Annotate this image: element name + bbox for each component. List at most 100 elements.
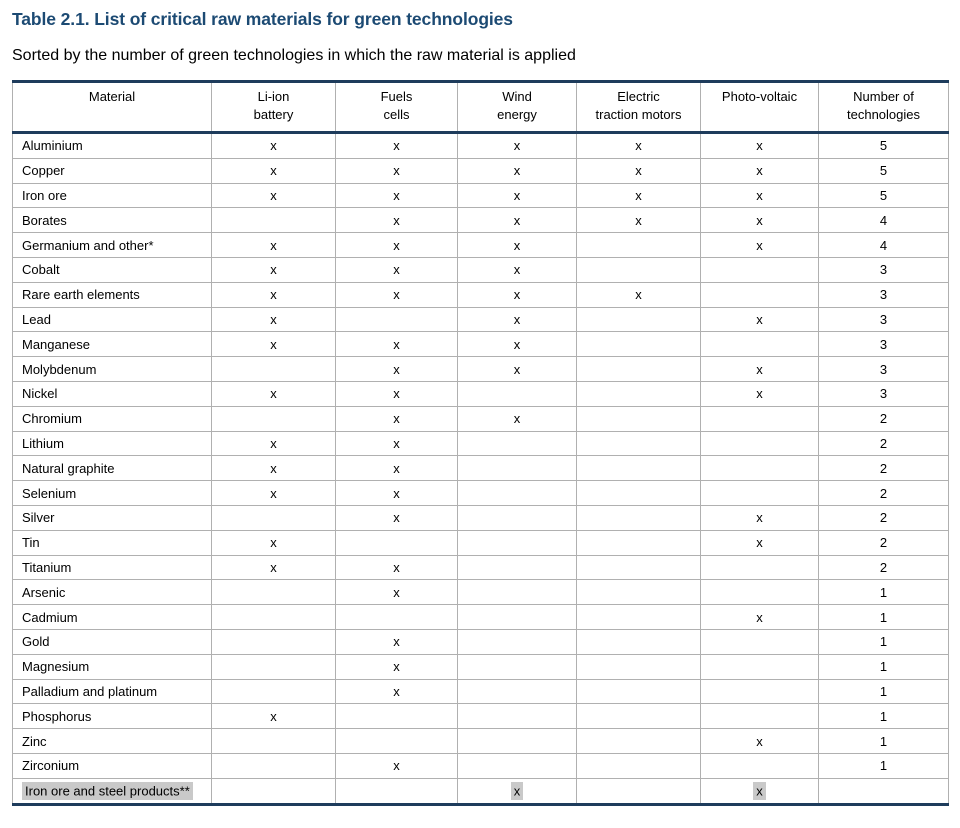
applies-mark-cell: x <box>211 529 336 556</box>
applies-mark-cell: x <box>335 157 458 184</box>
cell-text: Natural graphite <box>22 460 115 476</box>
cell-text: x <box>270 262 277 278</box>
applies-mark-cell <box>457 455 577 481</box>
cell-text: x <box>513 287 521 303</box>
applies-mark-cell: x <box>335 281 458 308</box>
applies-mark-cell <box>576 331 701 357</box>
cell-text: Chromium <box>22 411 82 427</box>
table-row: Gold x 1 <box>12 628 949 655</box>
cell-text: Aluminium <box>22 138 83 154</box>
column-header-2: Fuels cells <box>335 81 458 134</box>
cell-text: x <box>513 262 521 278</box>
applies-mark-cell: x <box>700 207 819 233</box>
applies-mark-cell <box>700 281 819 308</box>
cell-text: x <box>393 336 400 352</box>
applies-mark-cell: x <box>335 628 458 655</box>
cell-text: x <box>393 584 400 600</box>
technology-count-cell: 5 <box>818 132 949 159</box>
cell-text: x <box>513 163 521 179</box>
table-row: Lithium x x 2 <box>12 430 949 456</box>
applies-mark-cell: x <box>335 405 458 432</box>
technology-count-cell: 1 <box>818 678 949 704</box>
table-row: Zirconium x 1 <box>12 752 949 779</box>
applies-mark-cell <box>211 579 336 605</box>
applies-mark-cell <box>576 504 701 531</box>
applies-mark-cell <box>457 430 577 456</box>
cell-text: 3 <box>879 262 888 278</box>
applies-mark-cell: x <box>211 455 336 481</box>
technology-count-cell: 1 <box>818 653 949 680</box>
applies-mark-cell <box>457 628 577 655</box>
applies-mark-cell <box>335 777 458 805</box>
applies-mark-cell <box>576 604 701 630</box>
applies-mark-cell: x <box>576 132 701 159</box>
cell-text: x <box>513 212 521 228</box>
cell-text: x <box>635 287 642 303</box>
cell-text: 2 <box>879 535 888 551</box>
cell-text: x <box>270 336 277 352</box>
applies-mark-cell: x <box>576 157 701 184</box>
material-cell: Lead <box>12 306 212 332</box>
material-cell: Nickel <box>12 380 212 407</box>
table-row: Aluminium x x x x x 5 <box>12 132 949 159</box>
table-row: Iron ore x x x x x 5 <box>12 182 949 208</box>
cell-text: x <box>756 733 763 749</box>
cell-text: x <box>756 311 763 327</box>
material-cell: Iron ore and steel products** <box>12 777 212 805</box>
table-row: Borates x x x x 4 <box>12 207 949 233</box>
table-row: Cadmium x 1 <box>12 604 949 630</box>
cell-text: Copper <box>22 163 65 179</box>
cell-text: x <box>270 163 277 179</box>
table-row: Rare earth elements x x x x 3 <box>12 281 949 308</box>
applies-mark-cell <box>211 728 336 754</box>
applies-mark-cell <box>211 504 336 531</box>
cell-text: x <box>756 237 763 253</box>
applies-mark-cell: x <box>335 331 458 357</box>
cell-text: Cadmium <box>22 609 78 625</box>
applies-mark-cell <box>576 380 701 407</box>
cell-text: 2 <box>879 460 888 476</box>
applies-mark-cell <box>457 529 577 556</box>
technology-count-cell: 2 <box>818 430 949 456</box>
technology-count-cell: 2 <box>818 504 949 531</box>
cell-text: x <box>270 485 277 501</box>
cell-text: x <box>270 435 277 451</box>
cell-text: x <box>756 187 763 203</box>
applies-mark-cell: x <box>211 331 336 357</box>
table-row: Copper x x x x x 5 <box>12 157 949 184</box>
table-title: Table 2.1. List of critical raw material… <box>12 9 513 29</box>
cell-text: Lead <box>22 311 51 327</box>
cell-text: x <box>513 138 521 154</box>
table-row: Lead x x x 3 <box>12 306 949 332</box>
applies-mark-cell <box>576 728 701 754</box>
applies-mark-cell: x <box>211 703 336 729</box>
table-row: Magnesium x 1 <box>12 653 949 680</box>
applies-mark-cell: x <box>335 678 458 704</box>
table-row: Phosphorus x 1 <box>12 703 949 729</box>
applies-mark-cell: x <box>457 207 577 233</box>
cell-text: x <box>756 361 763 377</box>
applies-mark-cell: x <box>335 455 458 481</box>
applies-mark-cell <box>457 752 577 779</box>
technology-count-cell: 3 <box>818 331 949 357</box>
applies-mark-cell <box>576 430 701 456</box>
technology-count-cell: 1 <box>818 752 949 779</box>
technology-count-cell: 3 <box>818 281 949 308</box>
material-cell: Titanium <box>12 554 212 580</box>
applies-mark-cell <box>211 777 336 805</box>
applies-mark-cell: x <box>576 281 701 308</box>
applies-mark-cell: x <box>457 157 577 184</box>
cell-text: 3 <box>879 336 888 352</box>
applies-mark-cell <box>457 703 577 729</box>
cell-text: 2 <box>879 435 888 451</box>
technology-count-cell: 2 <box>818 529 949 556</box>
applies-mark-cell <box>335 728 458 754</box>
applies-mark-cell <box>576 455 701 481</box>
column-header-3: Wind energy <box>457 81 577 134</box>
cell-text: Silver <box>22 510 55 526</box>
applies-mark-cell: x <box>457 232 577 258</box>
column-header-6: Number of technologies <box>818 81 949 134</box>
applies-mark-cell: x <box>576 182 701 208</box>
cell-text: x <box>393 435 400 451</box>
cell-text: Zinc <box>22 733 47 749</box>
